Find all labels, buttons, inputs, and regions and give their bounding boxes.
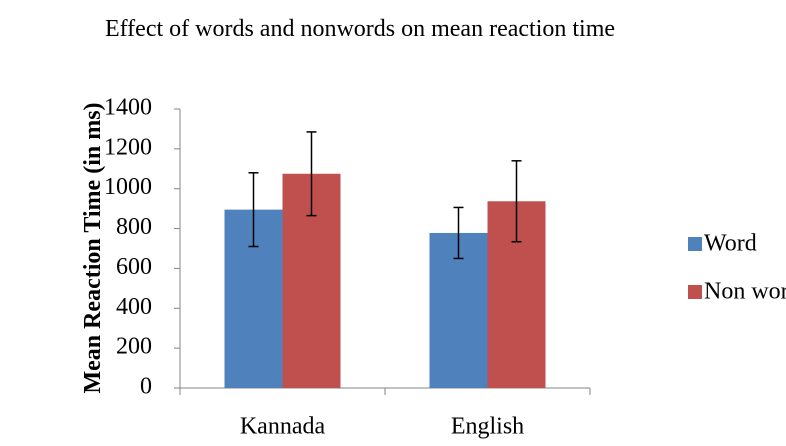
legend-label: Non word	[704, 279, 786, 305]
legend-swatch	[688, 237, 702, 251]
y-tick-label: 1200	[104, 134, 152, 160]
chart-title: Effect of words and nonwords on mean rea…	[104, 16, 616, 42]
legend-label: Word	[704, 231, 757, 257]
y-tick-label: 600	[116, 254, 152, 280]
x-tick-label: Kannada	[240, 414, 326, 440]
x-tick-label: English	[451, 414, 524, 440]
y-tick-label: 200	[116, 334, 152, 360]
legend-swatch	[688, 285, 702, 299]
y-tick-label: 400	[116, 294, 152, 320]
error-bar	[248, 172, 259, 248]
y-tick-label: 1000	[104, 174, 152, 200]
y-tick-label: 800	[116, 214, 152, 240]
y-axis-label: Mean Reaction Time (in ms)	[80, 102, 106, 394]
error-bar	[511, 160, 522, 243]
error-bar	[453, 206, 464, 260]
error-bar	[306, 131, 317, 217]
y-tick-label: 0	[140, 374, 152, 400]
y-tick-label: 1400	[104, 95, 152, 121]
